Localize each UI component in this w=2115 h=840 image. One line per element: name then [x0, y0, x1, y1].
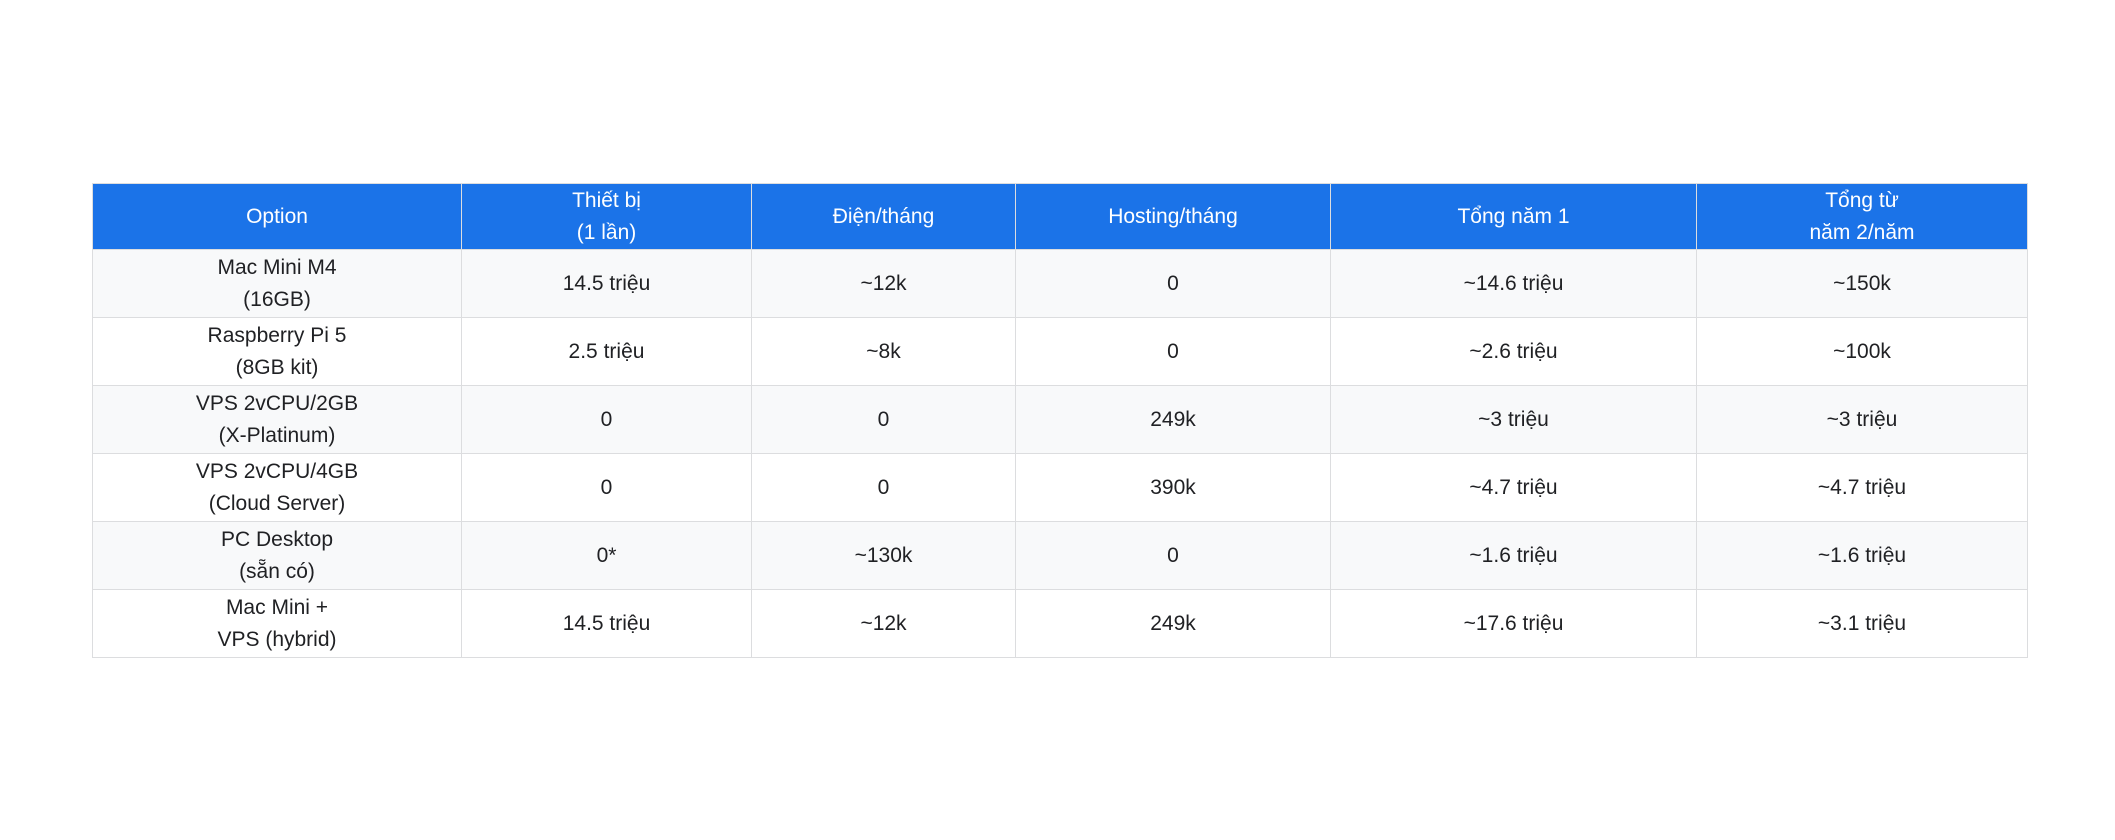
cell-option: Mac Mini M4 (16GB): [92, 249, 462, 318]
cell-year2-total: ~3 triệu: [1696, 385, 2028, 454]
cell-year2-total: ~100k: [1696, 317, 2028, 386]
option-detail: (16GB): [243, 287, 311, 311]
cell-device-cost: 14.5 triệu: [461, 589, 752, 658]
cell-power-cost: 0: [751, 385, 1016, 454]
header-label: Tổng từ: [1825, 188, 1899, 212]
cell-hosting-cost: 249k: [1015, 385, 1331, 454]
cell-year2-total: ~3.1 triệu: [1696, 589, 2028, 658]
column-header-year1: Tổng năm 1: [1330, 183, 1697, 250]
cell-hosting-cost: 390k: [1015, 453, 1331, 522]
cell-device-cost: 0: [461, 385, 752, 454]
cell-option: Mac Mini + VPS (hybrid): [92, 589, 462, 658]
column-header-option: Option: [92, 183, 462, 250]
cell-option: PC Desktop (sẵn có): [92, 521, 462, 590]
option-detail: (8GB kit): [235, 355, 319, 379]
cell-device-cost: 0: [461, 453, 752, 522]
column-header-hosting: Hosting/tháng: [1015, 183, 1331, 250]
cell-power-cost: 0: [751, 453, 1016, 522]
option-name: VPS 2vCPU/2GB: [195, 391, 359, 415]
column-header-year2: Tổng từ năm 2/năm: [1696, 183, 2028, 250]
header-sublabel: năm 2/năm: [1809, 220, 1915, 244]
cell-option: Raspberry Pi 5 (8GB kit): [92, 317, 462, 386]
table-row: Mac Mini M4 (16GB) 14.5 triệu ~12k 0 ~14…: [92, 249, 2028, 318]
header-label: Điện/tháng: [832, 204, 935, 228]
column-header-power: Điện/tháng: [751, 183, 1016, 250]
cost-comparison-table: Option Thiết bị (1 lần) Điện/tháng Hosti…: [92, 183, 2028, 658]
table-row: PC Desktop (sẵn có) 0* ~130k 0 ~1.6 triệ…: [92, 521, 2028, 590]
option-detail: (sẵn có): [239, 559, 315, 583]
cell-option: VPS 2vCPU/4GB (Cloud Server): [92, 453, 462, 522]
cell-year1-total: ~1.6 triệu: [1330, 521, 1697, 590]
cell-year2-total: ~150k: [1696, 249, 2028, 318]
header-row: Option Thiết bị (1 lần) Điện/tháng Hosti…: [92, 183, 2028, 250]
table-row: VPS 2vCPU/2GB (X-Platinum) 0 0 249k ~3 t…: [92, 385, 2028, 454]
cell-power-cost: ~8k: [751, 317, 1016, 386]
cell-power-cost: ~12k: [751, 249, 1016, 318]
cell-hosting-cost: 0: [1015, 249, 1331, 318]
cell-year2-total: ~4.7 triệu: [1696, 453, 2028, 522]
cell-hosting-cost: 0: [1015, 317, 1331, 386]
cell-power-cost: ~130k: [751, 521, 1016, 590]
option-name: PC Desktop: [220, 527, 334, 551]
table-row: Mac Mini + VPS (hybrid) 14.5 triệu ~12k …: [92, 589, 2028, 658]
table-row: VPS 2vCPU/4GB (Cloud Server) 0 0 390k ~4…: [92, 453, 2028, 522]
header-label: Hosting/tháng: [1108, 204, 1238, 228]
option-detail: (Cloud Server): [208, 491, 346, 515]
cell-year1-total: ~14.6 triệu: [1330, 249, 1697, 318]
column-header-device: Thiết bị (1 lần): [461, 183, 752, 250]
cell-year1-total: ~4.7 triệu: [1330, 453, 1697, 522]
cell-year1-total: ~2.6 triệu: [1330, 317, 1697, 386]
option-name: Mac Mini M4: [217, 255, 337, 279]
table-row: Raspberry Pi 5 (8GB kit) 2.5 triệu ~8k 0…: [92, 317, 2028, 386]
option-name: VPS 2vCPU/4GB: [195, 459, 359, 483]
cell-year1-total: ~17.6 triệu: [1330, 589, 1697, 658]
option-detail: (X-Platinum): [218, 423, 336, 447]
header-label: Thiết bị: [572, 188, 641, 212]
option-name: Raspberry Pi 5: [207, 323, 347, 347]
header-sublabel: (1 lần): [576, 220, 637, 244]
option-detail: VPS (hybrid): [217, 627, 337, 651]
cell-hosting-cost: 0: [1015, 521, 1331, 590]
cell-hosting-cost: 249k: [1015, 589, 1331, 658]
cell-power-cost: ~12k: [751, 589, 1016, 658]
cell-device-cost: 14.5 triệu: [461, 249, 752, 318]
header-label: Tổng năm 1: [1457, 204, 1570, 228]
option-name: Mac Mini +: [225, 595, 329, 619]
header-label: Option: [246, 204, 308, 228]
cell-device-cost: 2.5 triệu: [461, 317, 752, 386]
cell-device-cost: 0*: [461, 521, 752, 590]
cell-year2-total: ~1.6 triệu: [1696, 521, 2028, 590]
cell-year1-total: ~3 triệu: [1330, 385, 1697, 454]
cell-option: VPS 2vCPU/2GB (X-Platinum): [92, 385, 462, 454]
